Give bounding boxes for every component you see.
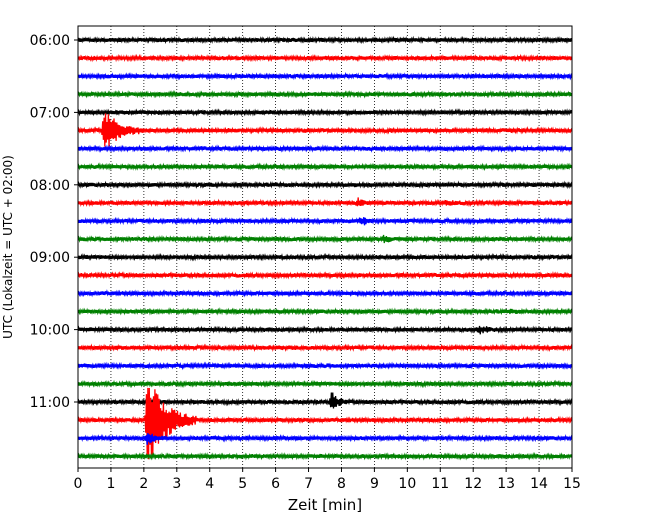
trace-line — [78, 90, 572, 99]
trace-line — [78, 387, 572, 460]
trace-line — [78, 343, 572, 353]
x-tick-label: 10 — [398, 476, 416, 492]
trace-line — [78, 113, 572, 147]
x-tick-label: 9 — [370, 476, 379, 492]
trace-line — [78, 197, 572, 208]
y-axis-ticks: 06:00 07:00 08:00 09:00 10:00 11:00 — [30, 33, 78, 411]
trace-line — [78, 432, 572, 445]
trace-line — [78, 71, 572, 81]
trace-line — [78, 108, 572, 117]
trace-line — [78, 144, 572, 153]
trace-line — [78, 35, 572, 45]
trace-line — [78, 307, 572, 316]
x-tick-label: 8 — [337, 476, 346, 492]
x-tick-label: 11 — [431, 476, 449, 492]
x-axis-label: Zeit [min] — [288, 496, 362, 514]
y-tick-label: 07:00 — [30, 105, 70, 121]
x-tick-label: 2 — [139, 476, 148, 492]
x-axis-ticks: 0 1 2 3 4 5 6 7 8 9 10 11 12 13 14 15 — [74, 468, 581, 492]
x-tick-label: 7 — [304, 476, 313, 492]
x-tick-label: 6 — [271, 476, 280, 492]
trace-line — [78, 325, 572, 335]
trace-line — [78, 162, 572, 172]
trace-line — [78, 452, 572, 461]
seismic-traces — [78, 35, 572, 461]
trace-line — [78, 288, 572, 298]
x-tick-label: 15 — [563, 476, 581, 492]
trace-line — [78, 180, 572, 190]
x-tick-label: 1 — [106, 476, 115, 492]
x-tick-label: 0 — [74, 476, 83, 492]
trace-line — [78, 216, 572, 226]
x-tick-label: 12 — [464, 476, 482, 492]
trace-line — [78, 270, 572, 280]
trace-line — [78, 392, 572, 409]
trace-line — [78, 53, 572, 63]
y-tick-label: 10:00 — [30, 323, 70, 339]
x-tick-label: 3 — [172, 476, 181, 492]
trace-line — [78, 379, 572, 389]
y-tick-label: 11:00 — [30, 395, 70, 411]
x-tick-label: 14 — [530, 476, 548, 492]
trace-line — [78, 361, 572, 371]
y-axis-label: UTC (Lokalzeit = UTC + 02:00) — [1, 155, 15, 339]
y-tick-label: 08:00 — [30, 178, 70, 194]
trace-line — [78, 252, 572, 262]
y-tick-label: 06:00 — [30, 33, 70, 49]
y-tick-label: 09:00 — [30, 250, 70, 266]
x-tick-label: 13 — [497, 476, 515, 492]
trace-line — [78, 234, 572, 244]
x-tick-label: 4 — [205, 476, 214, 492]
plot-frame — [77, 25, 573, 469]
x-tick-label: 5 — [238, 476, 247, 492]
